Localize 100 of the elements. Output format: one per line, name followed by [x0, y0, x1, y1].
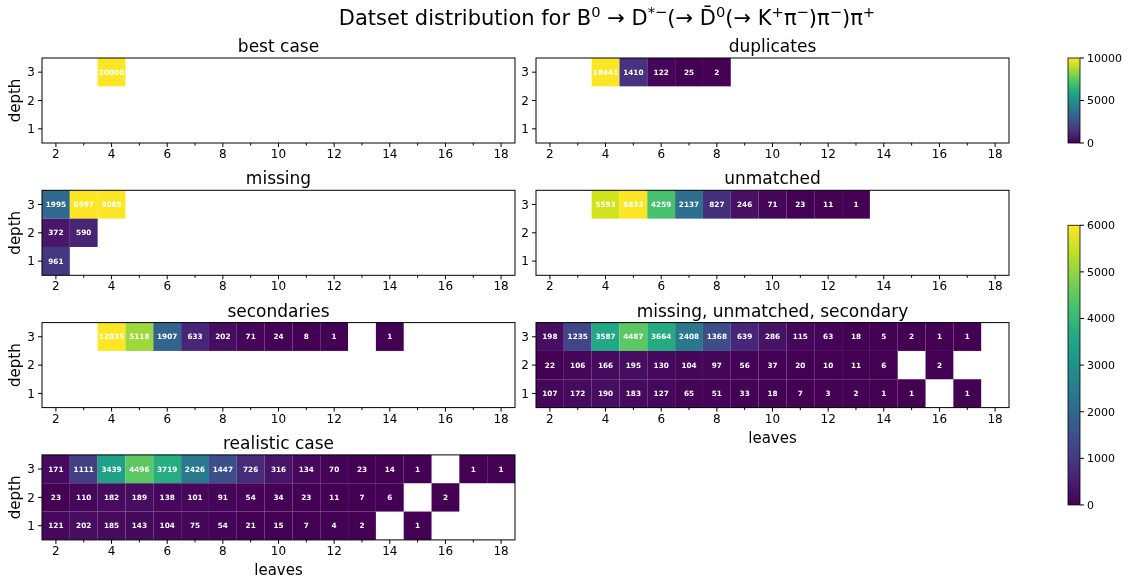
x-tick-label: 12 [326, 147, 342, 161]
x-tick-label: 14 [876, 411, 892, 426]
color-bar-label: 4000 [1087, 312, 1115, 326]
chart-title: realistic case [222, 432, 335, 453]
x-tick-label: 18 [493, 279, 509, 294]
x-tick-label: 16 [437, 411, 454, 426]
x-tick-label: 4 [107, 279, 116, 294]
x-tick-label: 2 [546, 147, 554, 161]
x-tick-label: 16 [931, 279, 948, 294]
y-tick-label: 1 [521, 386, 529, 401]
x-tick-label: 8 [219, 411, 227, 426]
color-bar-label: 0 [1087, 136, 1094, 150]
y-tick-label: 3 [27, 462, 35, 477]
x-tick-label: 16 [437, 147, 454, 161]
x-tick-label: 6 [163, 147, 172, 161]
x-tick-label: 4 [107, 147, 116, 161]
x-tick-label: 2 [52, 279, 60, 294]
x-tick-label: 6 [657, 411, 666, 426]
x-tick-label: 14 [382, 411, 398, 426]
y-axis-title: depth [6, 210, 24, 255]
x-tick-label: 4 [601, 411, 610, 426]
y-tick-label: 2 [27, 490, 35, 505]
x-tick-label: 12 [326, 543, 342, 558]
x-tick-label: 10 [270, 411, 287, 426]
x-tick-label: 12 [326, 279, 342, 294]
x-tick-label: 2 [52, 411, 60, 426]
x-tick-label: 4 [601, 279, 610, 294]
x-tick-label: 6 [163, 411, 172, 426]
x-tick-label: 10 [270, 279, 287, 294]
y-tick-label: 2 [27, 93, 35, 108]
text: Datset distribution for B$^{0}$ → D$^{*−}$(→ D̄$^{0}$(→ K$^{+}$π$^{−}$)π$^{−}$)π$^{+}$ [338, 2, 876, 30]
y-axis-title: depth [6, 343, 24, 387]
y-tick-label: 3 [27, 329, 35, 344]
x-tick-label: 16 [931, 147, 948, 161]
x-axis-title: leaves [254, 560, 303, 579]
color-bar-label: 0 [1087, 498, 1094, 512]
x-tick-label: 2 [546, 279, 554, 294]
x-tick-label: 6 [163, 279, 172, 294]
x-tick-label: 2 [52, 147, 60, 161]
y-tick-label: 2 [27, 358, 35, 373]
x-tick-label: 10 [764, 279, 781, 294]
x-tick-label: 8 [713, 411, 721, 426]
color-bar-label: 3000 [1087, 358, 1115, 372]
x-tick-label: 10 [270, 543, 287, 558]
x-tick-label: 4 [107, 411, 116, 426]
x-tick-label: 6 [163, 543, 172, 558]
x-tick-label: 18 [493, 543, 509, 558]
x-tick-label: 14 [382, 543, 398, 558]
x-tick-label: 18 [987, 147, 1003, 161]
x-tick-label: 18 [493, 411, 509, 426]
x-tick-label: 12 [820, 279, 836, 294]
y-tick-label: 2 [521, 358, 529, 373]
y-tick-label: 3 [27, 197, 35, 212]
y-tick-label: 2 [521, 93, 529, 108]
x-tick-label: 4 [107, 543, 116, 558]
x-tick-label: 8 [219, 147, 227, 161]
x-tick-label: 16 [931, 411, 948, 426]
y-tick-label: 2 [521, 226, 529, 240]
y-tick-label: 3 [521, 65, 529, 80]
x-tick-label: 8 [713, 147, 721, 161]
chart-title: duplicates [728, 36, 817, 56]
y-tick-label: 1 [27, 518, 35, 533]
x-tick-label: 14 [382, 279, 398, 294]
y-tick-label: 1 [27, 122, 35, 137]
color-bar-label: 6000 [1087, 219, 1115, 233]
x-tick-label: 18 [987, 279, 1003, 294]
color-bar-label: 10000 [1087, 51, 1122, 65]
x-axis-title: leaves [748, 428, 797, 447]
y-tick-label: 3 [521, 329, 529, 344]
y-tick-label: 1 [27, 386, 35, 401]
x-tick-label: 6 [657, 279, 666, 294]
y-axis-title: depth [6, 78, 24, 123]
color-bar-label: 5000 [1087, 265, 1115, 279]
y-tick-label: 2 [27, 226, 35, 240]
x-tick-label: 12 [326, 411, 342, 426]
y-tick-label: 3 [521, 197, 529, 212]
y-tick-label: 1 [27, 254, 35, 269]
color-bar-label: 5000 [1087, 94, 1115, 108]
x-tick-label: 10 [270, 147, 287, 161]
x-tick-label: 8 [219, 279, 227, 294]
x-tick-label: 18 [987, 411, 1003, 426]
y-tick-label: 1 [521, 254, 529, 269]
chart-title: unmatched [724, 168, 821, 189]
y-axis-title: depth [6, 475, 24, 520]
chart-title: missing, unmatched, secondary [636, 300, 909, 321]
x-tick-label: 8 [713, 279, 721, 294]
x-tick-label: 4 [601, 147, 610, 161]
color-bar-label: 1000 [1087, 452, 1115, 466]
x-tick-label: 2 [52, 543, 60, 558]
x-tick-label: 14 [876, 279, 892, 294]
x-tick-label: 6 [657, 147, 666, 161]
x-tick-label: 14 [876, 147, 892, 161]
x-tick-label: 18 [493, 147, 509, 161]
x-tick-label: 12 [820, 411, 836, 426]
x-tick-label: 8 [219, 543, 227, 558]
chart-title: secondaries [227, 300, 330, 321]
chart-title: best case [237, 36, 320, 56]
color-bar-label: 2000 [1087, 405, 1115, 419]
x-tick-label: 10 [764, 147, 781, 161]
x-tick-label: 16 [437, 543, 454, 558]
